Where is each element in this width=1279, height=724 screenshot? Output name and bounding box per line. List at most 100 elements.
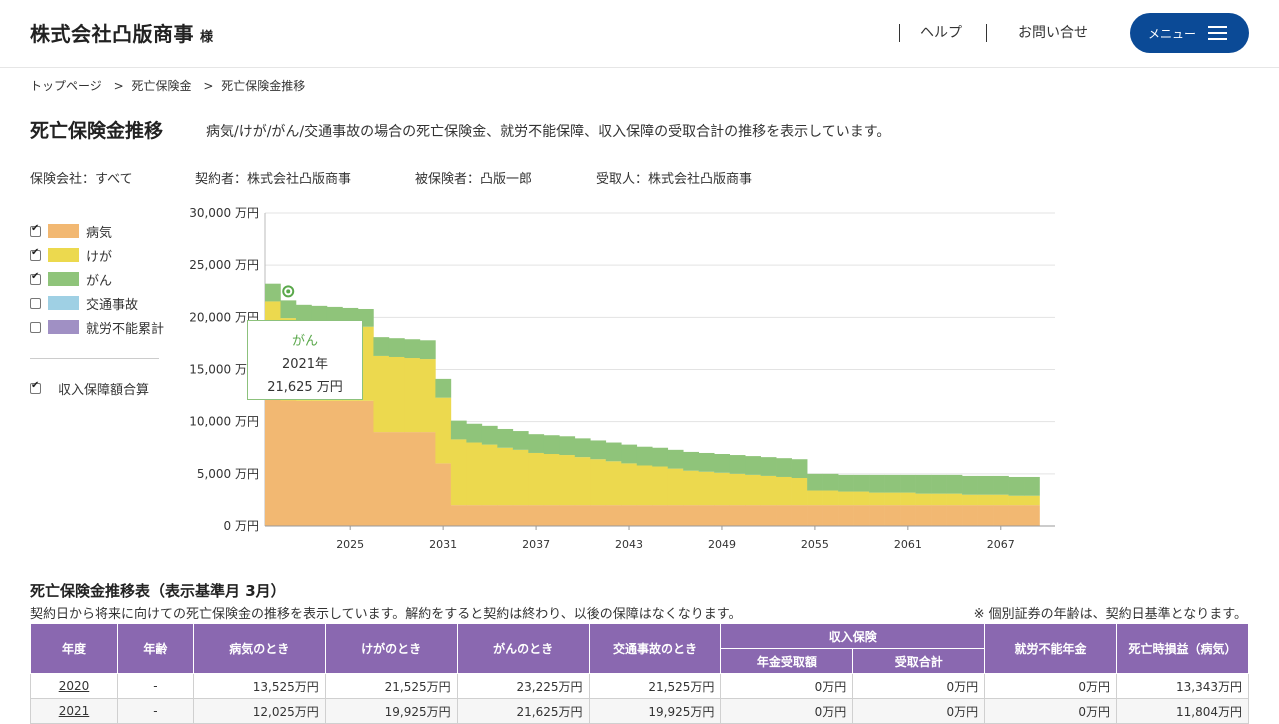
bar-segment [450,505,467,526]
insurer-info: 保険会社：すべて [30,172,133,187]
table-cell: 0万円 [720,673,854,699]
breadcrumb-current: 死亡保険金推移 [221,79,306,93]
th-cancer: がんのとき [456,623,590,674]
bar-segment [373,337,390,356]
bar-segment [745,456,761,475]
legend-item[interactable]: けが [30,245,112,265]
bar-segment [993,494,1009,506]
contact-link[interactable]: お問い合せ [1018,25,1088,41]
bar-segment [838,491,854,506]
bar-segment [605,461,622,506]
bar-segment [435,397,452,464]
legend-item[interactable]: 病気 [30,221,112,241]
bar-segment [884,505,901,526]
bar-segment [946,505,963,526]
bar-segment [512,449,529,506]
legend-item[interactable]: 交通事故 [30,293,138,313]
company-name: 株式会社凸版商事様 [30,18,214,47]
bar-segment [698,471,715,506]
table-cell: 19,925万円 [324,698,458,724]
legend-checkbox[interactable] [30,223,41,237]
bar-segment [683,470,700,506]
income-toggle-checkbox[interactable] [30,380,41,394]
bar-segment [729,473,746,506]
bar-segment [853,491,870,506]
bar-segment [822,490,839,506]
bar-segment [404,432,421,526]
table-cell: 13,343万円 [1115,673,1250,699]
y-tick-label: 15,000 万円 [189,363,259,377]
table-cell: - [116,673,194,699]
bar-segment [466,505,483,526]
th-year: 年度 [30,623,118,674]
table-row: 2021-12,025万円 19,925万円 21,625万円 19,925万円 0万円… [30,698,1250,724]
table-cell: - [116,698,194,724]
bar-segment [497,428,514,448]
bar-segment [357,400,374,526]
legend-label: けが [86,249,113,265]
bar-segment [667,505,684,526]
bar-segment [946,493,963,506]
company-label: 株式会社凸版商事 [30,22,194,46]
bar-segment [776,458,792,477]
bar-segment [590,459,607,506]
bar-segment [497,505,514,526]
legend-checkbox[interactable] [30,321,41,333]
bar-segment [791,505,808,526]
breadcrumb-top[interactable]: トップページ [30,79,102,93]
th-annual: 年金受取額 [720,648,854,674]
bar-segment [900,505,916,526]
bar-segment [776,476,792,506]
th-loss: 死亡時損益（病気） [1115,623,1250,674]
bar-segment [698,452,715,472]
contractor-info: 契約者：株式会社凸版商事 [195,172,352,187]
menu-button[interactable]: メニュー [1130,13,1249,53]
legend-checkbox[interactable] [30,271,41,285]
bar-segment [698,505,715,526]
legend-checkbox[interactable] [30,297,41,309]
y-tick-label: 5,000 万円 [197,467,259,481]
bar-segment [388,432,405,526]
bar-segment [295,400,312,526]
bar-segment [931,493,947,506]
table-note: ※ 個別証券の年齢は、契約日基準となります。 [973,607,1247,622]
bar-segment [652,447,669,467]
bar-segment [807,490,823,506]
help-link[interactable]: ヘルプ [920,25,962,41]
bar-segment [559,436,576,456]
legend-label: 交通事故 [86,297,139,313]
legend-swatch [48,320,79,334]
th-income-total: 受取合計 [852,648,986,674]
legend-swatch [48,248,79,262]
income-toggle[interactable]: 収入保障額合算 [30,378,149,398]
legend-item[interactable]: がん [30,269,112,289]
bar-segment [636,465,653,506]
bar-segment [528,505,545,526]
table-cell: 13,525万円 [192,673,326,699]
legend-checkbox[interactable] [30,247,41,261]
th-illness: 病気のとき [192,623,326,674]
bar-segment [869,474,885,493]
bar-segment [667,468,684,506]
bar-segment [559,455,576,506]
header: 株式会社凸版商事様 ヘルプ お問い合せ メニュー [0,0,1279,68]
year-link[interactable]: 2020 [30,673,118,699]
table-cell: 12,025万円 [192,698,326,724]
bar-segment [497,447,514,506]
table-body: 2020-13,525万円 21,525万円 23,225万円 21,525万円 0万円… [30,673,1250,724]
x-tick-label: 2049 [708,538,736,551]
x-tick-label: 2031 [429,538,457,551]
table-row: 2020-13,525万円 21,525万円 23,225万円 21,525万円 0万円… [30,673,1250,699]
bar-segment [946,474,963,494]
year-link[interactable]: 2021 [30,698,118,724]
bar-segment [559,505,576,526]
legend-item[interactable]: 就労不能累計 [30,317,164,337]
breadcrumb-death-benefit[interactable]: 死亡保険金 [131,79,192,93]
bar-segment [652,505,669,526]
legend-swatch [48,296,79,310]
table-cell: 23,225万円 [456,673,590,699]
highlight-marker-dot [286,289,291,294]
bar-segment [621,463,638,506]
table-cell: 21,525万円 [324,673,458,699]
bar-segment [373,432,390,526]
